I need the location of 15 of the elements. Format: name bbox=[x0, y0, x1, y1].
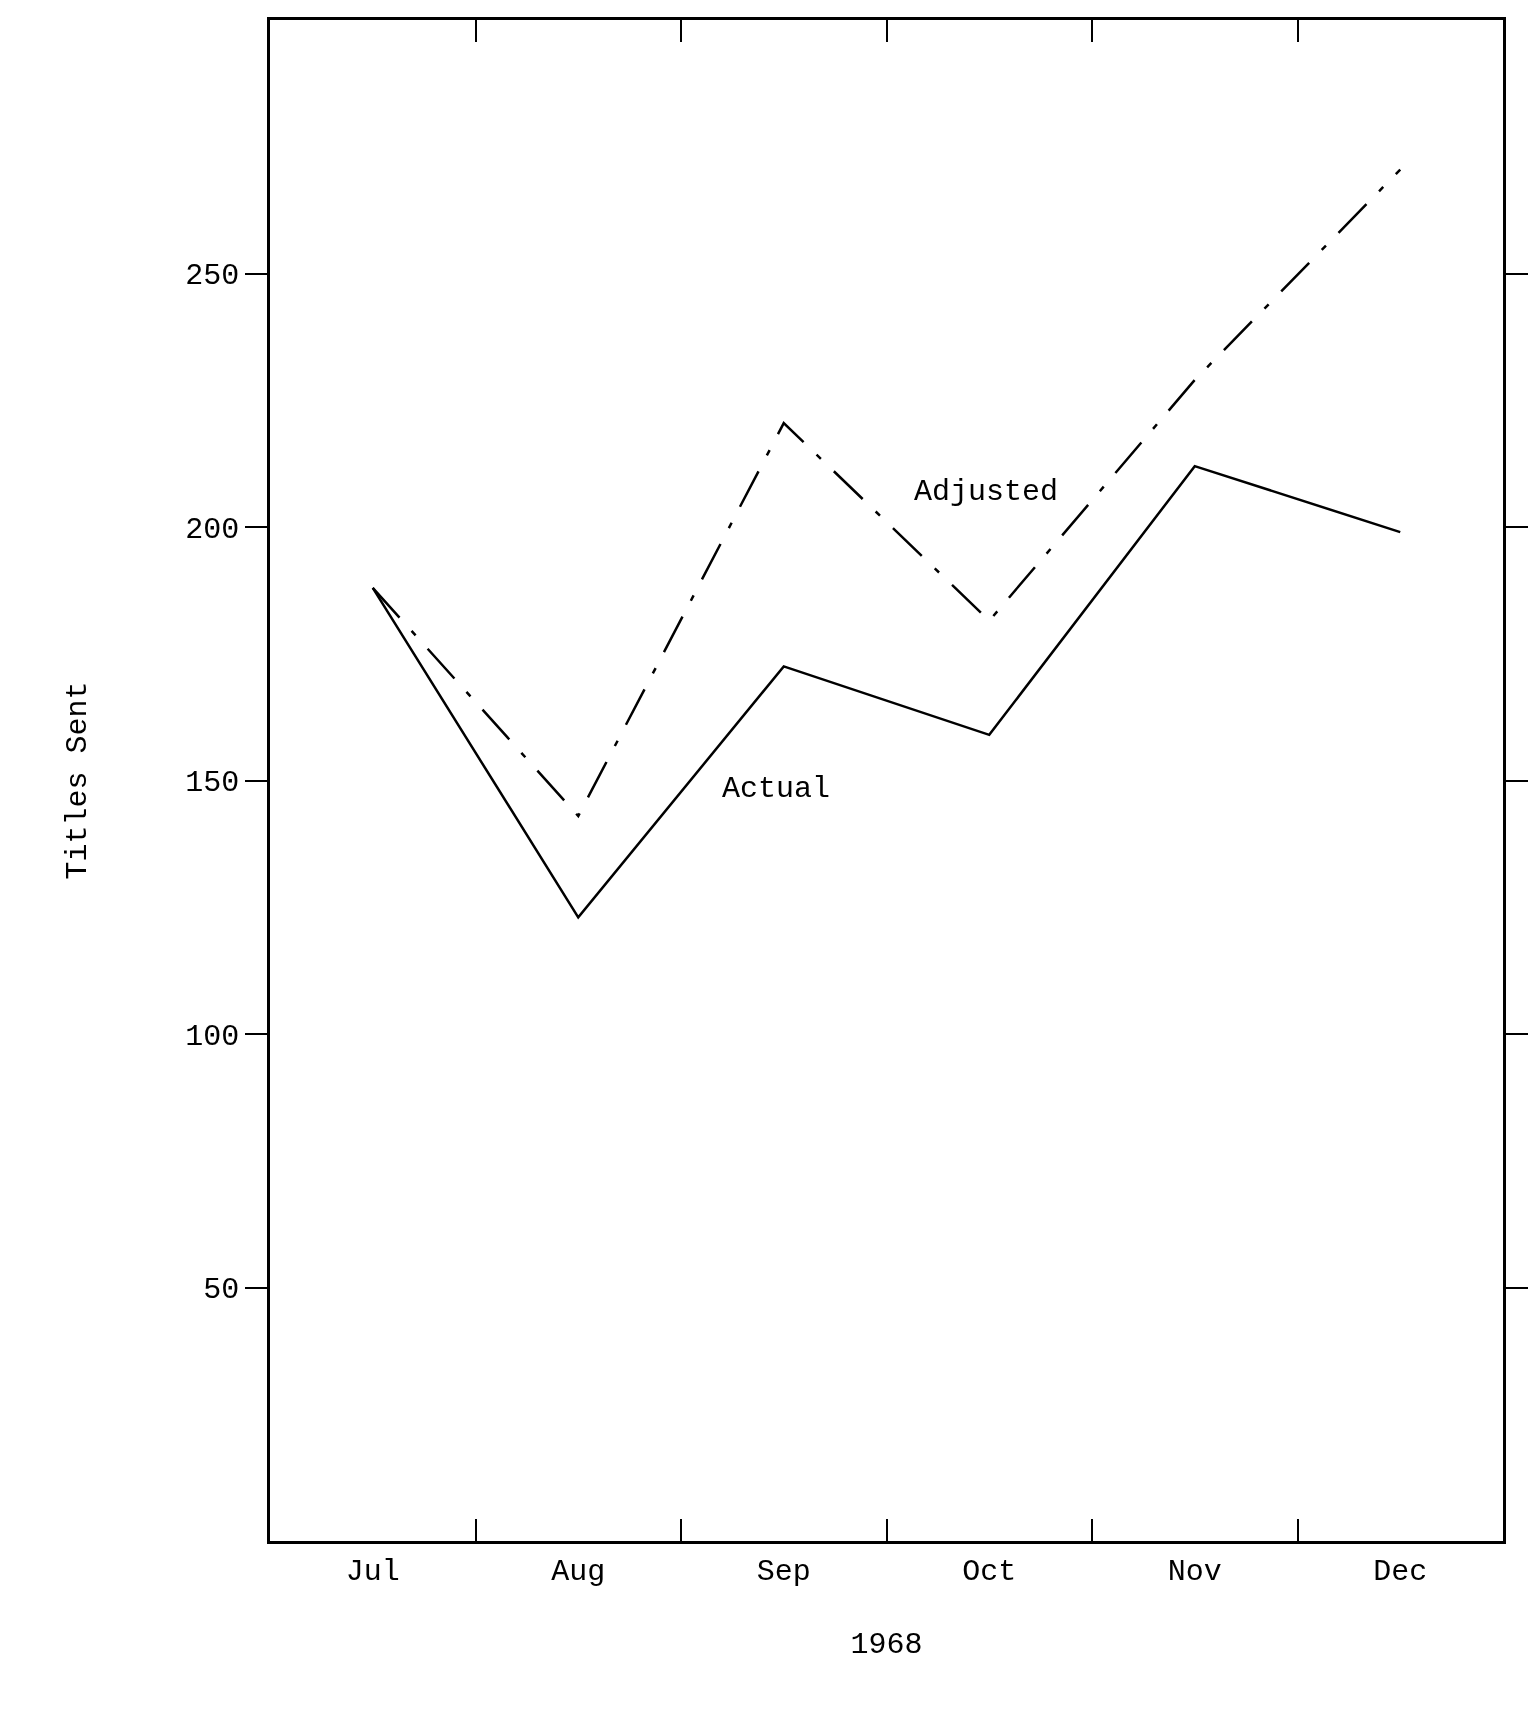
x-axis-title: 1968 bbox=[850, 1628, 923, 1663]
y-tick-label: 100 bbox=[185, 1019, 240, 1054]
series-label: Adjusted bbox=[914, 475, 1059, 509]
x-tick-label: Aug bbox=[551, 1554, 606, 1589]
y-tick-label: 50 bbox=[203, 1273, 240, 1307]
y-tick-label: 200 bbox=[185, 512, 240, 547]
x-tick-label: Sep bbox=[756, 1554, 811, 1589]
series-label: Actual bbox=[722, 772, 831, 806]
y-tick-label: 250 bbox=[185, 259, 240, 293]
x-tick-label: Dec bbox=[1373, 1554, 1428, 1589]
x-tick-label: Nov bbox=[1167, 1554, 1222, 1589]
y-tick-label: 150 bbox=[185, 766, 240, 800]
y-axis-title: Titles Sent bbox=[61, 681, 96, 880]
x-tick-label: Oct bbox=[962, 1554, 1017, 1589]
x-tick-label: Jul bbox=[345, 1554, 400, 1589]
